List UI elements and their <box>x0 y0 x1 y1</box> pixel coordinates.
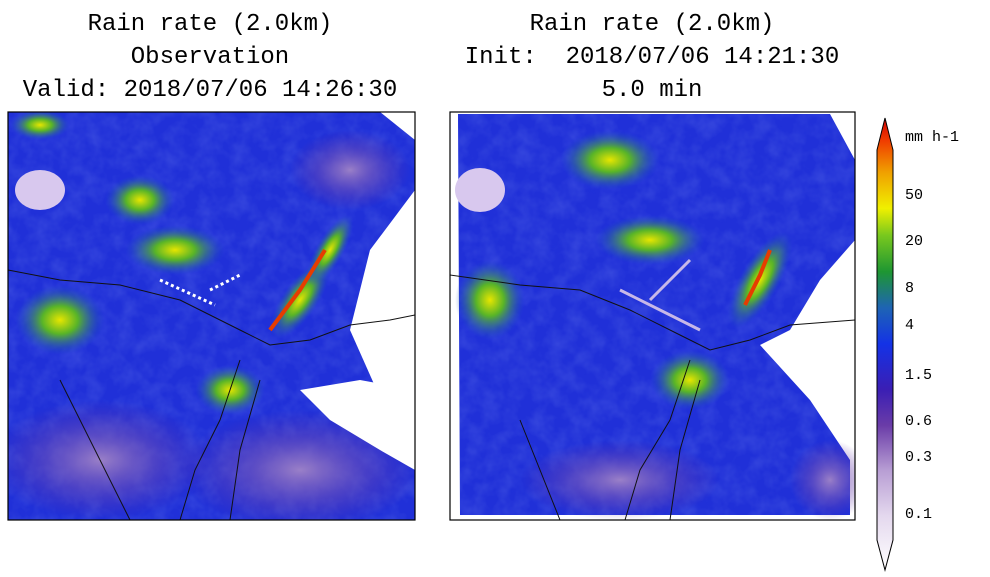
title-line: Rain rate (2.0km) <box>530 11 775 38</box>
colorbar-tick: 20 <box>905 233 923 250</box>
title-line: Observation <box>131 44 289 71</box>
colorbar-tick: 50 <box>905 187 923 204</box>
observation-map <box>0 110 420 530</box>
forecast-map <box>450 112 870 520</box>
colorbar-unit: mm h-1 <box>905 129 959 146</box>
title-line: Valid: 2018/07/06 14:26:30 <box>23 77 397 104</box>
colorbar-tick: 8 <box>905 280 914 297</box>
figure: Rain rate (2.0km) Observation Valid: 201… <box>0 0 990 572</box>
colorbar-tick: 1.5 <box>905 367 932 384</box>
title-line: 5.0 min <box>602 77 703 104</box>
colorbar-tick: 0.3 <box>905 449 932 466</box>
colorbar: mm h-1 50 20 8 4 1.5 0.6 0.3 0.1 <box>877 118 959 570</box>
colorbar-tick: 0.6 <box>905 413 932 430</box>
colorbar-tick: 0.1 <box>905 506 932 523</box>
title-line: Init: 2018/07/06 14:21:30 <box>465 44 839 71</box>
colorbar-tick: 4 <box>905 317 914 334</box>
panel-2-title: Rain rate (2.0km) Init: 2018/07/06 14:21… <box>465 11 839 104</box>
panel-1-title: Rain rate (2.0km) Observation Valid: 201… <box>23 11 397 104</box>
title-line: Rain rate (2.0km) <box>88 11 333 38</box>
